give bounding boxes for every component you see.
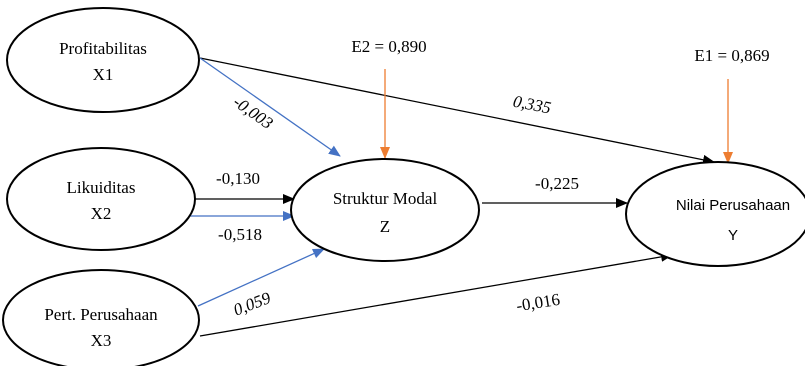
- node-nilai-perusahaan-code: Y: [728, 227, 738, 244]
- node-likuiditas-code: X2: [91, 204, 112, 223]
- node-struktur-modal-code: Z: [380, 217, 390, 236]
- coef-x2-to-z-lower: -0,518: [218, 225, 262, 244]
- arrow-x1-to-y: [199, 57, 715, 165]
- error-e2-label: E2 = 0,890: [351, 37, 426, 56]
- coef-z-to-y: -0,225: [535, 174, 579, 193]
- node-profitabilitas: Profitabilitas X1: [6, 7, 200, 113]
- node-profitabilitas-code: X1: [93, 65, 114, 84]
- coef-x2-to-z-upper: -0,130: [216, 169, 260, 188]
- node-likuiditas-name: Likuiditas: [67, 178, 136, 197]
- error-e1-label: E1 = 0,869: [694, 46, 769, 65]
- node-profitabilitas-name: Profitabilitas: [59, 39, 147, 58]
- node-likuiditas: Likuiditas X2: [6, 147, 196, 251]
- node-nilai-perusahaan-name: Nilai Perusahaan: [676, 197, 790, 214]
- coef-x1-to-z: -0,003: [230, 92, 277, 133]
- arrow-x3-to-y: [199, 251, 673, 337]
- node-nilai-perusahaan: Nilai Perusahaan Y: [625, 161, 805, 267]
- arrow-x3-to-z: [197, 248, 325, 307]
- coef-x1-to-y: 0,335: [511, 92, 552, 118]
- coef-x3-to-z: 0,059: [231, 288, 274, 320]
- node-pertumbuhan-perusahaan-code: X3: [91, 331, 112, 350]
- node-struktur-modal: Struktur Modal Z: [290, 158, 480, 262]
- node-pertumbuhan-perusahaan-name: Pert. Perusahaan: [44, 305, 158, 324]
- node-pertumbuhan-perusahaan: Pert. Perusahaan X3: [2, 269, 200, 366]
- arrow-x1-to-z: [199, 57, 341, 157]
- node-struktur-modal-name: Struktur Modal: [333, 189, 438, 208]
- coef-x3-to-y: -0,016: [515, 290, 561, 316]
